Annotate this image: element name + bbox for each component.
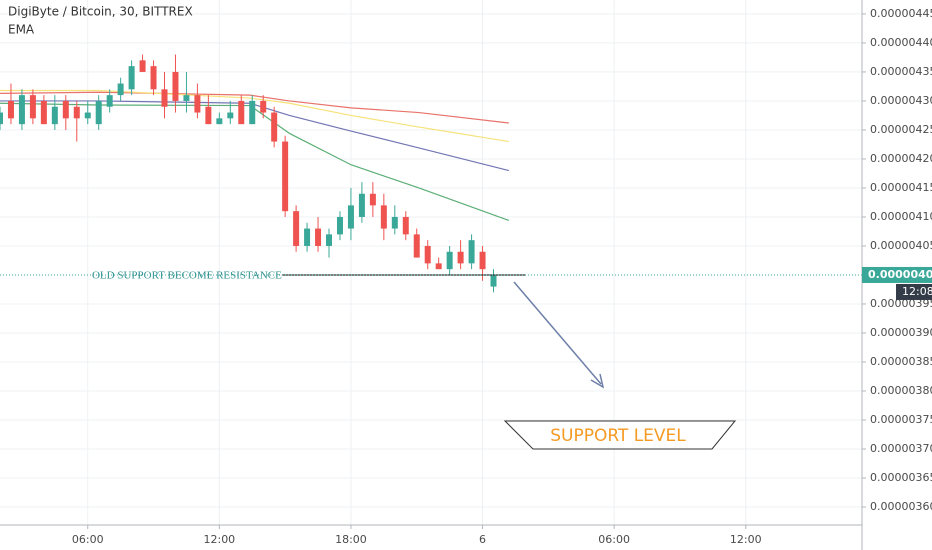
y-tick-label: 0.00000425 [870, 123, 932, 136]
y-tick-label: 0.00000420 [870, 152, 932, 165]
x-tick-label: 06:00 [598, 533, 630, 546]
arrow-head [590, 373, 605, 389]
current-price-tag [862, 266, 932, 283]
marks [0, 54, 510, 293]
candle-body [490, 274, 497, 287]
candle-body [84, 112, 91, 119]
y-tick-label: 0.00000435 [870, 65, 932, 78]
candle-body [73, 106, 80, 119]
candle-body [18, 95, 25, 125]
indicator-name: EMA [8, 23, 35, 37]
candle-body [51, 106, 58, 125]
x-tick-label: 18:00 [335, 533, 367, 546]
candle-body [161, 89, 168, 107]
candle-body [424, 245, 431, 264]
countdown-label: 12:08 [902, 285, 932, 298]
arrow [513, 281, 602, 385]
y-tick-label: 0.00000405 [870, 239, 932, 252]
candle-body [117, 83, 124, 96]
candle-body [468, 240, 475, 264]
y-tick-label: 0.00000390 [870, 326, 932, 339]
candle-body [128, 66, 135, 90]
ema-line [0, 89, 509, 143]
candle-body [380, 205, 387, 229]
candle-body [238, 100, 245, 125]
candle-body [369, 193, 376, 206]
y-tick-label: 0.00000380 [870, 384, 932, 397]
candle-body [150, 66, 157, 90]
resistance-label: OLD SUPPORT BECOME RESISTANCE [92, 270, 282, 282]
candle-body [391, 216, 398, 229]
y-tick-label: 0.00000415 [870, 181, 932, 194]
candle-body [479, 251, 486, 270]
x-tick-label: 12:00 [730, 533, 762, 546]
candle-body [260, 100, 267, 113]
y-tick-label: 0.00000395 [870, 297, 932, 310]
y-tick-label: 0.00000410 [870, 210, 932, 223]
candle-body [413, 234, 420, 258]
y-tick-label: 0.00000445 [870, 7, 932, 20]
x-tick-label: 6 [479, 533, 486, 546]
candle-body [29, 95, 36, 119]
candle-body [205, 106, 212, 125]
candle-body [457, 251, 464, 264]
candle-body [183, 95, 190, 101]
candle-body [326, 234, 333, 246]
candle-body [347, 205, 354, 229]
candle-body [95, 100, 102, 125]
candle-body [106, 95, 113, 107]
candle-body [271, 112, 278, 142]
ema-line [0, 91, 509, 124]
candle-body [0, 112, 3, 125]
y-tick-label: 0.00000370 [870, 442, 932, 455]
y-tick-label: 0.00000440 [870, 36, 932, 49]
candle-body [304, 228, 311, 246]
chart-title: DigiByte / Bitcoin, 30, BITTREX [8, 5, 193, 19]
current-price-label: 0.00000400 [868, 268, 932, 281]
candle-body [7, 100, 14, 119]
candle-body [216, 118, 223, 125]
candle-body [446, 251, 453, 270]
x-tick-label: 12:00 [203, 533, 235, 546]
candle-body [172, 71, 179, 101]
candle-body [227, 112, 234, 119]
x-tick-label: 06:00 [72, 533, 104, 546]
candle-body [282, 141, 289, 212]
candle-body [435, 263, 442, 270]
y-tick-label: 0.00000365 [870, 471, 932, 484]
support-label: SUPPORT LEVEL [550, 426, 686, 446]
candle-body [293, 211, 300, 246]
candle-body [139, 60, 146, 72]
candle-body [62, 100, 69, 119]
countdown-tag [896, 283, 932, 300]
candle-body [336, 216, 343, 235]
candle-body [249, 100, 256, 125]
candle-body [358, 193, 365, 217]
candle-body [194, 95, 201, 113]
y-tick-label: 0.00000375 [870, 413, 932, 426]
support-box [503, 420, 737, 450]
y-tick-label: 0.00000385 [870, 355, 932, 368]
y-tick-label: 0.00000360 [870, 500, 932, 513]
candle-body [40, 100, 47, 125]
candle-body [315, 228, 322, 246]
y-tick-label: 0.00000430 [870, 94, 932, 107]
candle-body [402, 216, 409, 235]
